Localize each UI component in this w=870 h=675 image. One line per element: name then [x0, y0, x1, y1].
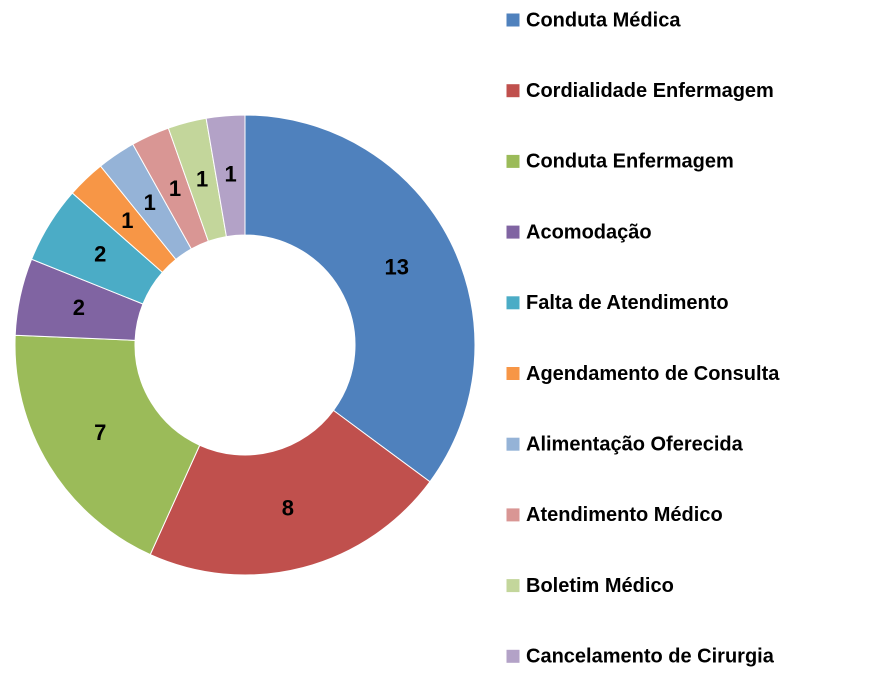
- legend-label: Atendimento Médico: [526, 504, 723, 526]
- data-label: 1: [196, 166, 208, 191]
- donut-slice: [244, 114, 476, 483]
- donut-slice: [149, 409, 431, 576]
- legend-swatch: [505, 648, 521, 664]
- legend-swatch: [505, 436, 521, 452]
- legend-label: Cancelamento de Cirurgia: [526, 646, 775, 668]
- legend-label: Conduta Enfermagem: [526, 151, 734, 173]
- legend-swatch: [505, 83, 521, 99]
- data-label: 7: [94, 420, 106, 445]
- legend-label: Alimentação Oferecida: [526, 433, 744, 455]
- data-label: 1: [144, 190, 156, 215]
- legend-swatch: [505, 366, 521, 381]
- data-label: 1: [224, 161, 236, 186]
- data-label: 2: [73, 295, 85, 320]
- data-label: 8: [282, 495, 294, 520]
- legend-swatch: [505, 224, 521, 240]
- data-label: 13: [385, 254, 409, 279]
- donut-slice: [205, 114, 246, 238]
- donut-slice: [14, 334, 201, 556]
- legend-label: Boletim Médico: [526, 575, 674, 597]
- legend-label: Agendamento de Consulta: [526, 363, 780, 385]
- data-label: 1: [169, 176, 181, 201]
- legend-swatch: [505, 295, 521, 311]
- legend-label: Cordialidade Enfermagem: [526, 80, 774, 102]
- legend-swatch: [505, 12, 521, 28]
- data-label: 2: [94, 242, 106, 267]
- legend-label: Conduta Médica: [526, 9, 681, 31]
- legend-swatch: [505, 153, 521, 169]
- legend-label: Falta de Atendimento: [526, 292, 729, 314]
- data-label: 1: [121, 208, 133, 233]
- legend-swatch: [505, 578, 521, 594]
- legend-label: Acomodação: [526, 221, 652, 243]
- legend-swatch: [505, 507, 521, 523]
